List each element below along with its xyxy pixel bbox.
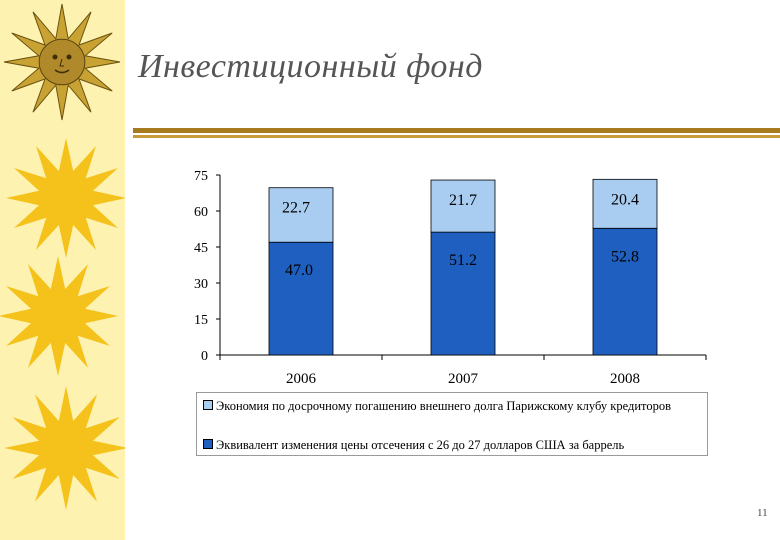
- legend-swatch-dark: [203, 439, 213, 449]
- x-tick-label: 2006: [286, 371, 317, 387]
- chart-legend: Экономия по досрочному погашению внешнег…: [196, 392, 708, 456]
- bar-segment: [268, 187, 334, 243]
- bar-segment: [268, 241, 334, 356]
- legend-label-dark: Эквивалент изменения цены отсечения с 26…: [216, 438, 625, 452]
- x-tick-label: 2007: [448, 371, 479, 387]
- page-number: 11: [757, 507, 768, 519]
- y-tick-label: 60: [194, 205, 208, 220]
- data-label: 21.7: [449, 192, 477, 209]
- data-label: 51.2: [449, 252, 477, 269]
- sun-icon: [4, 386, 125, 510]
- x-tick-label: 2008: [610, 371, 640, 387]
- data-label: 22.7: [282, 200, 310, 217]
- sun-icon: [6, 138, 125, 258]
- y-tick-label: 45: [194, 241, 208, 256]
- y-tick-label: 75: [194, 169, 208, 184]
- legend-entry-dark: Эквивалент изменения цены отсечения с 26…: [203, 438, 708, 453]
- legend-entry-light: Экономия по досрочному погашению внешнег…: [203, 399, 698, 414]
- data-label: 52.8: [611, 248, 639, 265]
- bar-segment: [592, 178, 658, 229]
- legend-label-light: Экономия по досрочному погашению внешнег…: [216, 399, 671, 413]
- sun-face-icon: [3, 3, 121, 121]
- y-tick-label: 15: [194, 313, 208, 328]
- title-rule: [133, 128, 780, 142]
- bar-segment: [592, 227, 658, 356]
- legend-swatch-light: [203, 400, 213, 410]
- bar-segment: [430, 231, 496, 356]
- data-label: 20.4: [611, 191, 639, 208]
- sun-icon: [0, 256, 118, 376]
- y-tick-label: 0: [201, 349, 208, 364]
- page-title: Инвестиционный фонд: [138, 48, 483, 85]
- sun-decoration: [0, 3, 125, 510]
- bar-segment: [430, 179, 496, 233]
- y-tick-label: 30: [194, 277, 208, 292]
- data-label: 47.0: [285, 262, 313, 279]
